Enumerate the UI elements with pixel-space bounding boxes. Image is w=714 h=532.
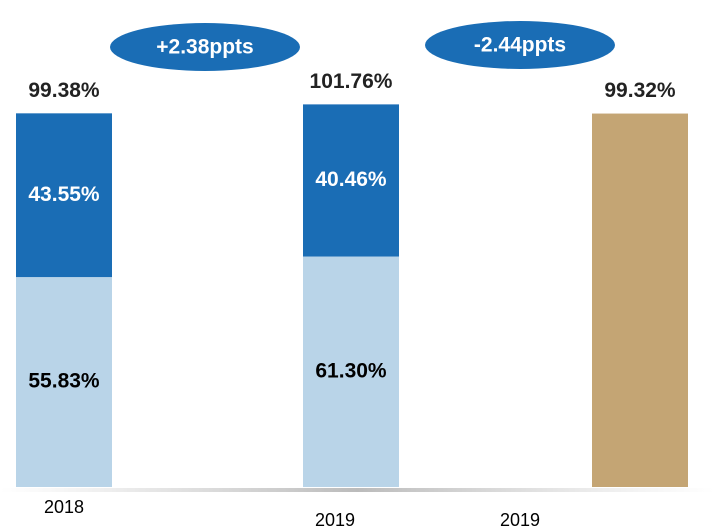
annotation-text: -2.44ppts	[474, 34, 566, 57]
x-tick-label: 2018	[44, 497, 84, 517]
annotation-bubble	[110, 23, 300, 71]
annotation-bubble	[425, 21, 615, 69]
bar-segment	[16, 113, 112, 278]
segment-label: 61.30%	[315, 359, 387, 382]
x-tick-label: 2019	[315, 510, 355, 530]
bar-segment	[16, 277, 112, 487]
segment-label: 55.83%	[28, 370, 100, 393]
bar-segment	[592, 113, 688, 488]
bar-segment	[303, 256, 399, 487]
x-tick-label: 2019	[500, 510, 540, 530]
segment-label: 40.46%	[315, 168, 387, 191]
baseline-shadow	[0, 488, 714, 492]
total-label: 101.76%	[310, 70, 393, 93]
bar-segment	[303, 104, 399, 257]
annotation-text: +2.38ppts	[156, 36, 253, 59]
total-label: 99.38%	[28, 79, 100, 102]
segment-label: 43.55%	[28, 183, 100, 206]
total-label: 99.32%	[604, 79, 676, 102]
